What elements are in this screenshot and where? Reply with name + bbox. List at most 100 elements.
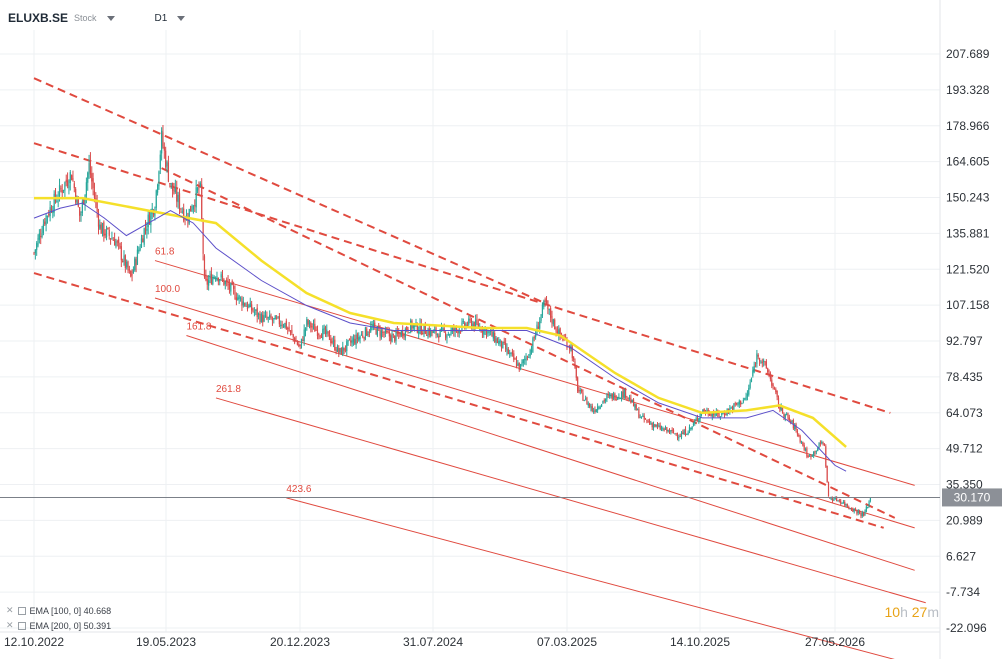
candle-body <box>496 338 499 344</box>
candle-body <box>45 215 47 226</box>
candle-body <box>271 319 274 321</box>
candle-body <box>165 150 167 168</box>
candle-body <box>344 349 347 351</box>
candle-body <box>227 280 229 286</box>
candle-body <box>863 513 865 516</box>
candle-body <box>652 424 655 428</box>
timeframe-label[interactable]: D1 <box>154 12 168 24</box>
candle-body <box>118 239 120 243</box>
candle-body <box>375 328 377 335</box>
candle-body <box>284 322 286 328</box>
candle-body <box>348 338 351 340</box>
candle-body <box>679 436 681 438</box>
fib-label: 61.8 <box>155 247 175 258</box>
candle-body <box>332 340 335 343</box>
candle-body <box>423 324 425 333</box>
candle-body <box>374 322 376 328</box>
candle-body <box>331 341 333 344</box>
candle-body <box>494 333 496 343</box>
candle-body <box>718 412 720 417</box>
candle-body <box>198 186 200 189</box>
candle-body <box>454 326 456 332</box>
candle-body <box>488 331 490 333</box>
timeframe-dropdown-icon[interactable] <box>177 15 186 21</box>
candle-body <box>545 300 548 303</box>
candle-body <box>517 363 519 366</box>
candle-body <box>351 340 353 344</box>
candle-body <box>854 509 857 511</box>
candle-body <box>124 255 126 268</box>
candle-body <box>683 430 685 435</box>
candle-body <box>532 338 534 352</box>
candle-body <box>869 498 872 501</box>
fib-label: 261.8 <box>216 384 241 395</box>
candle-body <box>626 396 628 398</box>
candle-body <box>528 357 530 359</box>
candle-body <box>753 366 755 372</box>
close-icon[interactable]: ✕ <box>6 620 14 630</box>
candle-body <box>287 328 289 330</box>
candle-body <box>410 320 412 333</box>
x-tick-label: 07.03.2025 <box>537 635 597 649</box>
candle-body <box>217 277 219 282</box>
candle-body <box>702 409 704 413</box>
candle-body <box>776 390 778 398</box>
candle-body <box>744 398 746 400</box>
y-tick-label: 178.966 <box>946 119 990 133</box>
candle-body <box>426 334 428 336</box>
y-tick-label: 107.158 <box>946 298 990 312</box>
candle-body <box>691 426 693 430</box>
candle-body <box>846 503 849 507</box>
candle-body <box>251 304 253 311</box>
y-tick-label: 64.073 <box>946 406 983 420</box>
candle-body <box>558 329 560 336</box>
candle-body <box>826 465 828 483</box>
candle-body <box>736 402 738 405</box>
candle-body <box>513 353 515 360</box>
close-icon[interactable]: ✕ <box>6 605 14 615</box>
candle-body <box>395 331 397 341</box>
candle-body <box>400 330 402 336</box>
candle-body <box>525 357 527 361</box>
candle-body <box>506 347 508 351</box>
candle-body <box>278 316 280 325</box>
candle-body <box>166 162 168 166</box>
candle-body <box>392 333 394 335</box>
candle-body <box>598 407 600 409</box>
candle-body <box>740 400 742 405</box>
settings-icon[interactable] <box>17 621 26 630</box>
candle-body <box>814 451 816 453</box>
settings-icon[interactable] <box>17 606 26 615</box>
candle-body <box>765 361 767 369</box>
candle-body <box>340 347 343 355</box>
candle-body <box>192 205 194 210</box>
ema200-line <box>34 196 847 448</box>
symbol-label[interactable]: ELUXB.SE <box>8 11 69 25</box>
y-tick-label: 150.243 <box>946 191 990 205</box>
candle-body <box>390 335 392 342</box>
candle-body <box>864 511 866 516</box>
candle-body <box>245 305 247 307</box>
candle-body <box>808 455 811 457</box>
candle-body <box>800 441 803 443</box>
current-price-label: 30.170 <box>954 490 991 504</box>
candle-body <box>867 506 869 508</box>
candle-body <box>196 188 199 191</box>
candle-body <box>288 326 290 332</box>
candle-body <box>473 322 475 329</box>
candle-body <box>838 500 840 502</box>
legend-ema200-label: EMA [200, 0] 50.391 <box>29 620 112 631</box>
candle-body <box>654 424 656 427</box>
candle-body <box>772 384 774 387</box>
candle-body <box>330 338 332 343</box>
symbol-dropdown-icon[interactable] <box>106 15 115 21</box>
candle-body <box>477 323 479 328</box>
candle-body <box>424 326 426 334</box>
candle-body <box>510 352 512 354</box>
candle-body <box>162 132 164 147</box>
candle-body <box>257 313 260 316</box>
candle-body <box>842 502 844 504</box>
candle-body <box>458 329 460 334</box>
